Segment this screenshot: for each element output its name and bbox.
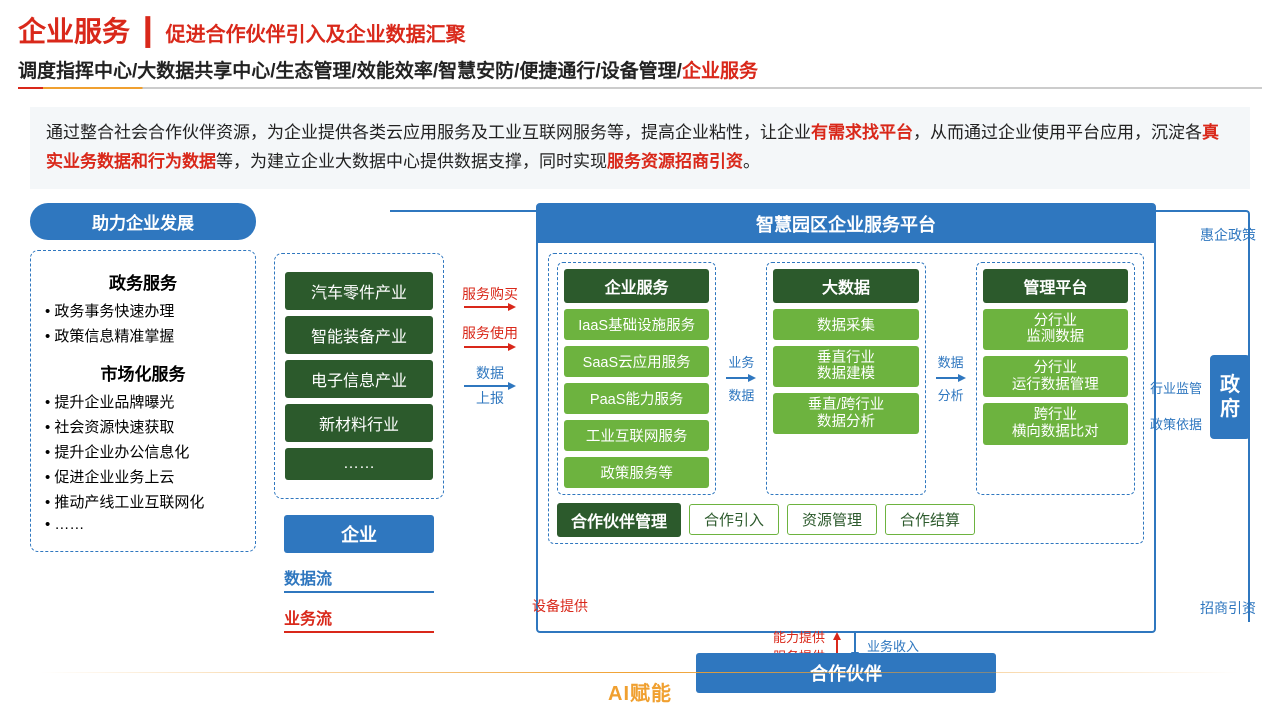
- gov-bot-label: 招商引资: [1200, 598, 1256, 618]
- breadcrumb-pre: 调度指挥中心/大数据共享中心/生态管理/效能效率/智慧安防/便捷通行/设备管理/: [18, 61, 682, 82]
- svc-item: 工业互联网服务: [564, 420, 709, 451]
- arrow-buy: 服务购买: [462, 287, 518, 312]
- title-sub: 促进合作伙伴引入及企业数据汇聚: [166, 18, 466, 47]
- arrow-right-icon: [726, 373, 756, 383]
- left-g1-item: 政策信息精准掌握: [45, 325, 241, 346]
- svc-item: 数据采集: [773, 309, 918, 340]
- industries-col: 汽车零件产业 智能装备产业 电子信息产业 新材料行业 …… 企业 数据流 业务流: [274, 203, 444, 633]
- arrow-upload-label: 数据: [476, 366, 504, 381]
- flow-biz: 业务流: [284, 605, 434, 633]
- col-bigdata: 大数据 数据采集 垂直行业数据建模 垂直/跨行业数据分析: [766, 262, 925, 495]
- title-divider: ┃: [140, 17, 156, 48]
- arrow-right-icon: [464, 302, 516, 312]
- arrow-buy-label: 服务购买: [462, 287, 518, 302]
- left-g2-item: 推动产线工业互联网化: [45, 491, 241, 512]
- industry-item: ……: [285, 448, 433, 480]
- left-g1-title: 政务服务: [45, 269, 241, 294]
- breadcrumb: 调度指挥中心/大数据共享中心/生态管理/效能效率/智慧安防/便捷通行/设备管理/…: [18, 56, 1262, 83]
- svc-item: IaaS基础设施服务: [564, 309, 709, 340]
- partner-mgmt-item: 资源管理: [787, 504, 877, 535]
- mid-arrows: 服务购买 服务使用 数据 上报: [462, 273, 518, 703]
- left-box: 政务服务 政务事务快速办理 政策信息精准掌握 市场化服务 提升企业品牌曝光 社会…: [30, 250, 256, 552]
- title-main: 企业服务: [18, 10, 130, 50]
- svc-item: 垂直/跨行业数据分析: [773, 393, 918, 434]
- col-ent-service: 企业服务 IaaS基础设施服务 SaaS云应用服务 PaaS能力服务 工业互联网…: [557, 262, 716, 495]
- arrow-upload-label2: 上报: [476, 391, 504, 406]
- svc-item: 跨行业横向数据比对: [983, 403, 1128, 444]
- footer: AI赋能: [0, 672, 1280, 706]
- arrow-right-icon: [936, 373, 966, 383]
- left-g2-item: 促进企业业务上云: [45, 466, 241, 487]
- partner-mgmt-row: 合作伙伴管理 合作引入 资源管理 合作结算: [557, 503, 1135, 537]
- svc-item: 政策服务等: [564, 457, 709, 488]
- desc-t3: 等，为建立企业大数据中心提供数据支撑，同时实现: [216, 152, 607, 171]
- partner-mgmt-title: 合作伙伴管理: [557, 503, 681, 537]
- col2-title: 大数据: [773, 269, 918, 303]
- arrow-right-icon: [464, 342, 516, 352]
- desc-t4: 。: [743, 152, 760, 171]
- svc-item: 垂直行业数据建模: [773, 346, 918, 387]
- left-g2-item: 社会资源快速获取: [45, 416, 241, 437]
- device-provide-label: 设备提供: [532, 596, 588, 616]
- footer-rule: [40, 672, 1240, 673]
- left-g2-item: 提升企业办公信息化: [45, 441, 241, 462]
- industries-box: 汽车零件产业 智能装备产业 电子信息产业 新材料行业 ……: [274, 253, 444, 499]
- left-g2-title: 市场化服务: [45, 360, 241, 385]
- svc-item: SaaS云应用服务: [564, 346, 709, 377]
- industry-item: 汽车零件产业: [285, 272, 433, 310]
- industry-item: 智能装备产业: [285, 316, 433, 354]
- gov-mid1-label: 行业监管: [1150, 378, 1202, 397]
- description: 通过整合社会合作伙伴资源，为企业提供各类云应用服务及工业互联网服务等，提高企业粘…: [30, 107, 1250, 189]
- between-23: 数据 分析: [934, 262, 968, 495]
- breadcrumb-current: 企业服务: [682, 61, 758, 82]
- left-panel: 助力企业发展 政务服务 政务事务快速办理 政策信息精准掌握 市场化服务 提升企业…: [30, 203, 256, 633]
- desc-em1: 有需求找平台: [811, 123, 913, 142]
- gov-top-label: 惠企政策: [1200, 225, 1256, 245]
- svc-item: PaaS能力服务: [564, 383, 709, 414]
- arrow-use: 服务使用: [462, 326, 518, 351]
- industry-item: 新材料行业: [285, 404, 433, 442]
- partner-ul1: 能力提供: [773, 630, 825, 645]
- main-diagram: 助力企业发展 政务服务 政务事务快速办理 政策信息精准掌握 市场化服务 提升企业…: [0, 189, 1280, 633]
- footer-text: AI赋能: [0, 677, 1280, 706]
- enterprise-label: 企业: [284, 515, 434, 553]
- svc-item: 分行业监测数据: [983, 309, 1128, 350]
- arrow-upload: 数据 上报: [462, 366, 518, 407]
- left-g1-item: 政务事务快速办理: [45, 300, 241, 321]
- between-12-b: 数据: [728, 385, 754, 404]
- arrow-use-label: 服务使用: [462, 326, 518, 341]
- header-rule: [18, 87, 1262, 89]
- platform-body: 企业服务 IaaS基础设施服务 SaaS云应用服务 PaaS能力服务 工业互联网…: [548, 253, 1144, 544]
- left-pill: 助力企业发展: [30, 203, 256, 240]
- desc-t1: 通过整合社会合作伙伴资源，为企业提供各类云应用服务及工业互联网服务等，提高企业粘…: [46, 123, 811, 142]
- header: 企业服务 ┃ 促进合作伙伴引入及企业数据汇聚 调度指挥中心/大数据共享中心/生态…: [0, 0, 1280, 89]
- left-g2-item: 提升企业品牌曝光: [45, 391, 241, 412]
- gov-box: 政府: [1210, 355, 1250, 439]
- flow-data: 数据流: [284, 565, 434, 593]
- desc-t2: ，从而通过企业使用平台应用，沉淀各: [913, 123, 1202, 142]
- between-23-b: 分析: [938, 385, 964, 404]
- between-12: 业务 数据: [724, 262, 758, 495]
- col3-title: 管理平台: [983, 269, 1128, 303]
- between-23-a: 数据: [938, 352, 964, 371]
- industry-item: 电子信息产业: [285, 360, 433, 398]
- col-mgmt: 管理平台 分行业监测数据 分行业运行数据管理 跨行业横向数据比对: [976, 262, 1135, 495]
- between-12-a: 业务: [728, 352, 754, 371]
- svc-item: 分行业运行数据管理: [983, 356, 1128, 397]
- partner-mgmt-item: 合作结算: [885, 504, 975, 535]
- platform: 智慧园区企业服务平台 企业服务 IaaS基础设施服务 SaaS云应用服务 Paa…: [536, 203, 1156, 633]
- gov-mid2-label: 政策依据: [1150, 414, 1202, 433]
- left-g2-item: ……: [45, 516, 241, 533]
- col1-title: 企业服务: [564, 269, 709, 303]
- desc-em3: 服务资源招商引资: [607, 152, 743, 171]
- partner-mgmt-item: 合作引入: [689, 504, 779, 535]
- gov-label: 政府: [1210, 355, 1250, 439]
- platform-title: 智慧园区企业服务平台: [538, 205, 1154, 243]
